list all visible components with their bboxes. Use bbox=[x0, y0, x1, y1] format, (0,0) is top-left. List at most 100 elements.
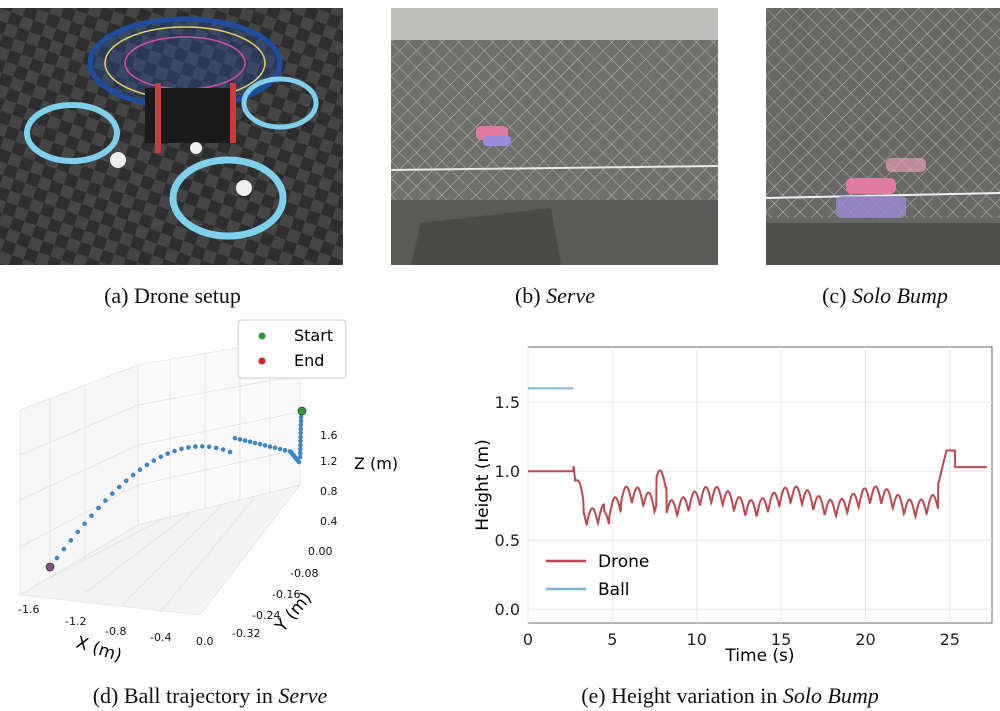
x-tick-label: 15 bbox=[771, 630, 791, 649]
ball-trajectory-3d-chart: -1.6 -1.2 -0.8 -0.4 0.0 X (m) 0.00 -0.08… bbox=[18, 319, 398, 666]
x-tick-label: 25 bbox=[940, 630, 960, 649]
legend-end-marker bbox=[258, 357, 266, 365]
trajectory-point bbox=[61, 546, 67, 552]
x-tick: -1.2 bbox=[65, 615, 86, 628]
x-tick: -0.8 bbox=[105, 625, 126, 638]
start-point bbox=[297, 406, 307, 416]
y-ticks: 0.0 0.5 1.0 1.5 bbox=[495, 393, 520, 619]
legend-start-marker bbox=[258, 332, 266, 340]
trajectory-point bbox=[257, 441, 263, 447]
z-tick: 0.8 bbox=[320, 485, 338, 498]
solo-bump-photo bbox=[766, 8, 1000, 265]
trajectory-point bbox=[158, 454, 164, 460]
y-tick-label: 0.5 bbox=[495, 531, 520, 550]
y-tick-label: 1.0 bbox=[495, 462, 520, 481]
y-tick: -0.08 bbox=[290, 567, 318, 580]
trajectory-point bbox=[110, 491, 115, 496]
caption-e-prefix: (e) Height variation in bbox=[581, 683, 783, 708]
x-tick-label: 20 bbox=[855, 630, 875, 649]
z-tick: 0.4 bbox=[320, 515, 338, 528]
caption-d-prefix: (d) Ball trajectory in bbox=[92, 683, 279, 708]
trajectory-point bbox=[298, 446, 303, 452]
trajectory-point bbox=[130, 472, 136, 478]
trajectory-point bbox=[227, 449, 233, 455]
y-tick-label: 1.5 bbox=[495, 393, 520, 412]
y-tick: -0.24 bbox=[252, 609, 280, 622]
trajectory-points bbox=[47, 410, 304, 570]
caption-d: (d) Ball trajectory in Serve bbox=[70, 683, 350, 709]
y-tick: -0.16 bbox=[272, 588, 300, 601]
trajectory-point bbox=[298, 418, 304, 424]
trajectory-point bbox=[172, 448, 177, 454]
trajectory-point bbox=[103, 498, 108, 503]
caption-e-em: Solo Bump bbox=[782, 683, 879, 708]
legend-start-label: Start bbox=[294, 326, 333, 345]
legend-drone-label: Drone bbox=[598, 552, 649, 572]
y-tick: 0.00 bbox=[308, 545, 333, 558]
trajectory-point bbox=[247, 439, 253, 445]
caption-e: (e) Height variation in Solo Bump bbox=[560, 683, 900, 709]
x-tick: -1.6 bbox=[18, 603, 39, 616]
trajectory-point bbox=[54, 555, 60, 561]
trajectory-point bbox=[262, 443, 268, 448]
legend-3d: Start End bbox=[237, 319, 347, 379]
trajectory-point bbox=[272, 445, 278, 451]
plot-area bbox=[527, 346, 993, 624]
trajectory-point bbox=[298, 434, 303, 440]
drone-setup-photo bbox=[0, 8, 343, 265]
trajectory-point bbox=[137, 467, 143, 472]
3d-grid bbox=[18, 336, 302, 616]
trajectory-point bbox=[89, 513, 94, 518]
trajectory-point bbox=[298, 430, 304, 436]
trajectory-point bbox=[297, 454, 303, 460]
z-tick: 1.6 bbox=[320, 429, 338, 442]
caption-d-em: Serve bbox=[278, 683, 328, 708]
caption-c-em: Solo Bump bbox=[851, 283, 948, 308]
trajectory-point bbox=[179, 446, 184, 452]
trajectory-point bbox=[267, 444, 273, 449]
trajectory-point bbox=[252, 440, 258, 446]
trajectory-point bbox=[213, 445, 219, 451]
trajectory-point bbox=[232, 435, 238, 441]
trajectory-point bbox=[298, 442, 303, 448]
caption-c-prefix: (c) bbox=[822, 283, 852, 308]
trajectory-point bbox=[298, 422, 304, 428]
trajectory-point bbox=[298, 414, 304, 420]
trajectory-point bbox=[123, 478, 129, 484]
caption-c: (c) Solo Bump bbox=[800, 283, 970, 309]
trajectory-point bbox=[277, 446, 283, 452]
trajectory-point bbox=[220, 447, 226, 452]
trajectory-point bbox=[296, 459, 302, 465]
trajectory-point bbox=[206, 444, 212, 450]
trajectory-point bbox=[151, 458, 157, 463]
caption-a: (a) Drone setup bbox=[104, 283, 241, 308]
legend-height: Drone Ball bbox=[546, 552, 649, 600]
trajectory-point bbox=[186, 445, 191, 450]
y-axis-label: Height (m) bbox=[473, 439, 493, 530]
x-tick-label: 0 bbox=[523, 630, 533, 649]
z-axis-label: Z (m) bbox=[354, 454, 398, 473]
caption-b-em: Serve bbox=[546, 283, 595, 308]
caption-b-prefix: (b) bbox=[514, 283, 547, 308]
z-tick: 1.2 bbox=[320, 455, 338, 468]
end-point bbox=[45, 562, 55, 572]
trajectory-point bbox=[193, 444, 198, 449]
height-variation-chart: 0 5 10 15 20 25 0.0 0.5 1.0 1.5 Time (s) Height … bbox=[473, 346, 993, 666]
trajectory-point bbox=[297, 450, 303, 456]
x-tick: -0.4 bbox=[150, 631, 171, 644]
grid bbox=[527, 347, 992, 623]
legend-end-label: End bbox=[294, 351, 324, 370]
drone-series-line bbox=[528, 449, 987, 527]
x-tick-label: 10 bbox=[687, 630, 707, 649]
trajectory-point bbox=[144, 462, 150, 468]
y-tick: -0.32 bbox=[232, 627, 260, 640]
trajectory-point bbox=[96, 505, 101, 511]
caption-b: (b) Serve bbox=[480, 283, 630, 309]
trajectory-point bbox=[68, 538, 74, 543]
trajectory-point bbox=[298, 438, 303, 444]
trajectory-point bbox=[165, 451, 170, 456]
trajectory-point bbox=[242, 438, 248, 443]
x-ticks: 0 5 10 15 20 25 bbox=[523, 630, 960, 649]
trajectory-point bbox=[116, 484, 122, 490]
legend-ball-label: Ball bbox=[598, 580, 630, 600]
